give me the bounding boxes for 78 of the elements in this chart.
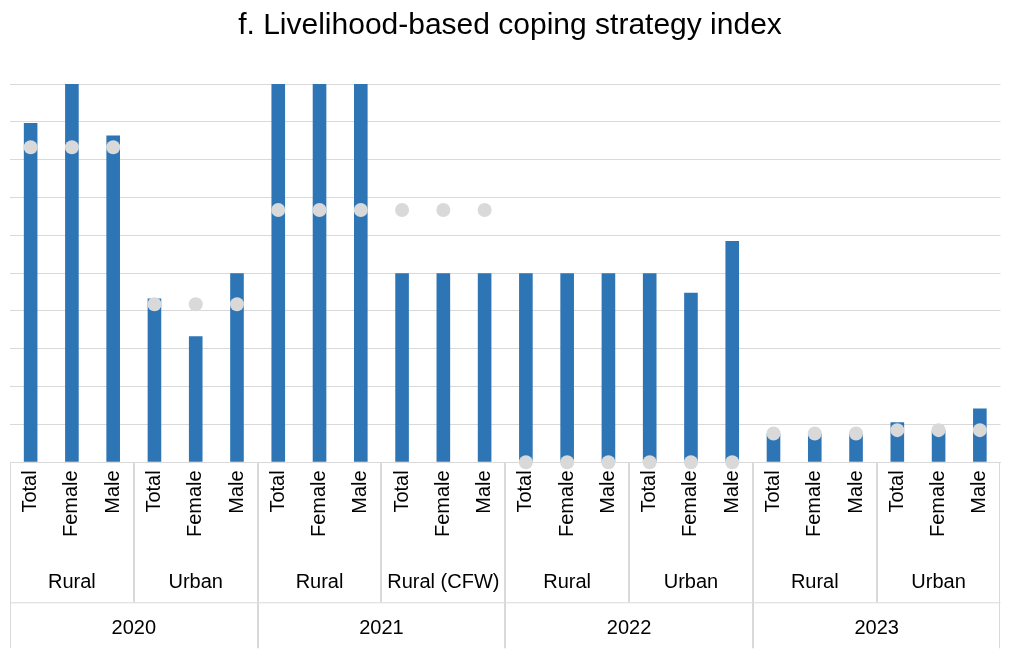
point <box>931 423 946 438</box>
point <box>188 297 203 312</box>
point <box>972 423 987 438</box>
text: Rural <box>790 569 839 592</box>
bar <box>601 273 616 462</box>
x-tick-label: Male <box>595 470 618 514</box>
point <box>106 140 121 155</box>
text: Urban <box>911 569 966 592</box>
point <box>477 202 492 217</box>
bar <box>353 84 368 462</box>
x-tick-label: Female <box>307 470 330 538</box>
bar <box>271 84 286 462</box>
x-tick-label: Total <box>761 470 784 513</box>
point <box>312 202 327 217</box>
x-tick-label: Male <box>472 470 495 514</box>
bar <box>106 135 120 462</box>
bar <box>65 84 79 462</box>
x-tick-label: Total <box>141 470 164 513</box>
point <box>147 297 162 312</box>
point <box>353 202 368 217</box>
point <box>849 426 864 441</box>
x-tick-label: Female <box>59 470 82 538</box>
bar <box>477 273 492 462</box>
point <box>436 202 451 217</box>
point <box>683 455 698 470</box>
text: 2020 <box>111 615 157 638</box>
x-tick-label: Total <box>265 470 288 513</box>
text: Rural <box>48 569 96 592</box>
bar <box>395 273 409 462</box>
point <box>518 455 533 470</box>
bar <box>684 292 698 462</box>
text: Rural <box>295 569 344 592</box>
bar <box>312 84 327 462</box>
point <box>64 140 79 155</box>
point <box>560 455 575 470</box>
x-tick-label: Male <box>100 470 123 514</box>
bar <box>436 273 451 462</box>
text: Urban <box>168 569 223 592</box>
bar <box>642 273 657 462</box>
x-tick-label: Total <box>513 470 536 513</box>
x-tick-label: Female <box>183 470 206 538</box>
x-tick-label: Total <box>389 470 412 513</box>
x-tick-label: Male <box>719 470 742 514</box>
x-tick-label: Male <box>843 470 866 514</box>
text: Urban <box>663 569 719 592</box>
text: Rural <box>543 569 592 592</box>
point <box>890 423 905 438</box>
point <box>601 455 616 470</box>
x-tick-label: Female <box>554 470 577 538</box>
x-tick-label: Female <box>678 470 701 538</box>
point <box>229 297 244 312</box>
bar <box>23 122 38 462</box>
bar <box>188 336 203 462</box>
bar <box>725 241 740 462</box>
x-tick-label: Female <box>430 470 453 538</box>
x-tick-label: Female <box>802 470 825 538</box>
x-tick-label: Male <box>348 470 371 514</box>
x-tick-label: Total <box>637 470 660 513</box>
text: Rural (CFW) <box>387 569 500 592</box>
point <box>642 455 657 470</box>
bar <box>519 273 533 462</box>
point <box>395 202 410 217</box>
x-tick-label: Male <box>967 470 990 514</box>
point <box>271 202 286 217</box>
x-tick-label: Total <box>884 470 907 513</box>
chart-title: f. Livelihood-based coping strategy index <box>238 7 782 41</box>
text: 2022 <box>606 615 652 638</box>
x-tick-label: Female <box>926 470 949 538</box>
point <box>766 426 781 441</box>
text: 2023 <box>854 615 899 638</box>
bar <box>230 273 244 462</box>
text: 2021 <box>359 615 404 638</box>
point <box>23 140 38 155</box>
x-tick-label: Total <box>18 470 41 513</box>
x-tick-label: Male <box>224 470 247 514</box>
point <box>725 455 740 470</box>
bar <box>560 273 574 462</box>
point <box>807 426 822 441</box>
